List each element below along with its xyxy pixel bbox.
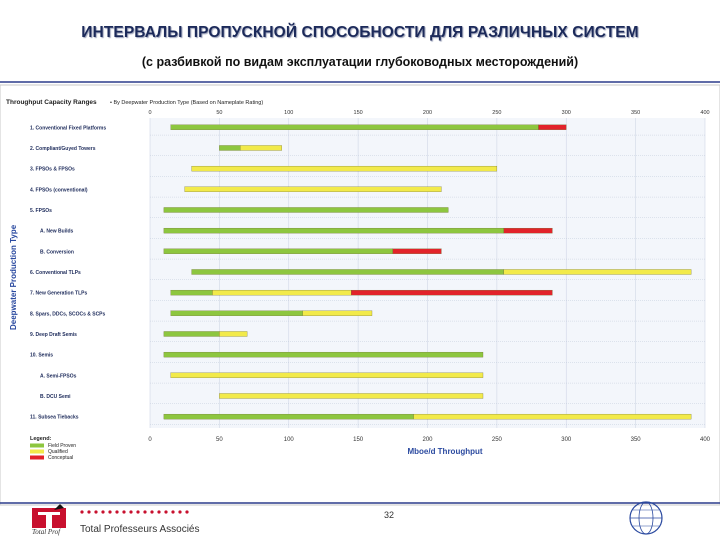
legend-label: Field Proven <box>48 443 76 449</box>
top-tick-label: 50 <box>216 110 222 116</box>
legend-swatch <box>30 449 44 454</box>
range-bar <box>163 207 449 213</box>
category-label: B. DCU Semi <box>40 394 71 400</box>
range-bar <box>191 165 498 172</box>
range-bar <box>170 289 213 296</box>
category-label: 6. Conventional TLPs <box>30 270 81 276</box>
bottom-tick-label: 150 <box>353 437 364 443</box>
range-bar <box>163 413 414 420</box>
range-bar <box>219 145 241 151</box>
category-label: 9. Deep Draft Semis <box>30 332 77 338</box>
range-bar <box>163 331 220 337</box>
range-bar <box>392 248 442 254</box>
range-bar <box>351 289 553 296</box>
bottom-tick-label: 250 <box>492 437 503 443</box>
range-bar <box>413 413 692 420</box>
range-bar <box>170 124 539 130</box>
category-label: 5. FPSOs <box>30 208 52 214</box>
bottom-tick-label: 350 <box>631 437 642 443</box>
slide-subtitle: (с разбивкой по видам эксплуатации глубо… <box>141 55 579 69</box>
footer-company-name: Total Professeurs Associés <box>80 524 200 535</box>
range-bar <box>219 331 248 337</box>
page-number: 32 <box>384 510 395 520</box>
top-tick-label: 300 <box>562 110 571 116</box>
range-bar <box>170 310 303 316</box>
y-axis-label: Deepwater Production Type <box>9 224 18 330</box>
category-label: 1. Conventional Fixed Platforms <box>30 125 106 131</box>
range-bar <box>503 227 553 234</box>
bottom-tick-label: 0 <box>148 437 152 443</box>
category-label: 3. FPSOs & FPSOs <box>30 167 75 173</box>
bottom-tick-label: 400 <box>700 437 711 443</box>
category-label: 10. Semis <box>30 353 53 359</box>
category-label: 11. Subsea Tiebacks <box>30 415 79 421</box>
top-tick-label: 250 <box>492 110 501 116</box>
range-bar <box>503 269 692 275</box>
category-label: 7. New Generation TLPs <box>30 291 87 297</box>
range-bar <box>163 248 393 254</box>
top-tick-label: 400 <box>700 110 709 116</box>
range-bar <box>163 351 484 358</box>
range-bar <box>240 145 282 151</box>
bottom-tick-label: 50 <box>216 437 223 443</box>
range-bar <box>191 269 504 275</box>
range-bar <box>219 393 484 399</box>
bottom-tick-label: 200 <box>422 437 433 443</box>
range-bar <box>163 227 504 234</box>
bottom-tick-label: 100 <box>284 437 295 443</box>
range-bar <box>538 124 567 130</box>
range-bar <box>184 186 442 192</box>
chart-title: Throughput Capacity Ranges <box>6 99 97 106</box>
top-tick-label: 100 <box>284 110 293 116</box>
category-label: A. Semi-FPSOs <box>40 373 77 379</box>
bottom-tick-label: 300 <box>561 437 572 443</box>
range-bar <box>302 310 373 316</box>
legend-label: Conceptual <box>48 455 73 461</box>
range-bar <box>212 289 352 296</box>
logo-caption: Total Prof <box>32 528 61 536</box>
chart-subtitle: • By Deepwater Production Type (Based on… <box>110 100 263 106</box>
top-tick-label: 350 <box>631 110 640 116</box>
top-tick-label: 200 <box>423 110 432 116</box>
legend-swatch <box>30 443 44 448</box>
x-axis-label: Mboe/d Throughput <box>407 447 482 456</box>
category-label: A. New Builds <box>40 229 74 235</box>
legend-label: Qualified <box>48 449 68 455</box>
range-bar <box>170 372 484 378</box>
top-tick-label: 0 <box>148 110 151 116</box>
legend-title: Legend: <box>30 436 52 442</box>
category-label: B. Conversion <box>40 249 74 255</box>
category-label: 8. Spars, DDCs, SCOCs & SCPs <box>30 311 106 317</box>
top-tick-label: 150 <box>354 110 363 116</box>
legend-swatch <box>30 455 44 460</box>
category-label: 4. FPSOs (conventional) <box>30 187 88 193</box>
slide-title: ИНТЕРВАЛЫ ПРОПУСКНОЙ СПОСОБНОСТИ ДЛЯ РАЗ… <box>81 24 639 41</box>
category-label: 2. Compliant/Guyed Towers <box>30 146 96 152</box>
